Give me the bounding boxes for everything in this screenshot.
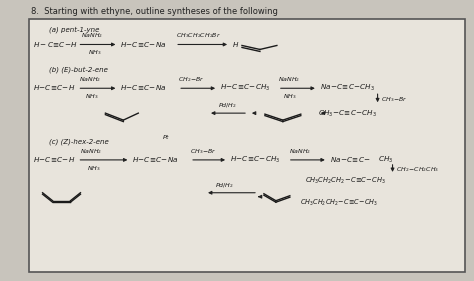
Text: $NH_3$: $NH_3$ [89,48,102,57]
Text: $Na\!-\!C\!\equiv\!C\!-$: $Na\!-\!C\!\equiv\!C\!-$ [330,155,370,164]
Text: $CH_3CH_2CH_2\!-\!C\!\equiv\!C\!-\!CH_3$: $CH_3CH_2CH_2\!-\!C\!\equiv\!C\!-\!CH_3$ [305,176,386,186]
Text: $CH_3\!-\!C\!\equiv\!C\!-\!CH_3$: $CH_3\!-\!C\!\equiv\!C\!-\!CH_3$ [318,109,377,119]
Text: $Pd/H_2$: $Pd/H_2$ [215,181,234,190]
Text: $CH_2\!-\!CH_2CH_3$: $CH_2\!-\!CH_2CH_3$ [395,165,438,174]
Text: $NaNH_2$: $NaNH_2$ [278,75,300,84]
Text: $NaNH_2$: $NaNH_2$ [81,147,103,156]
Text: $CH_3CH_2CH_2Br$: $CH_3CH_2CH_2Br$ [176,31,221,40]
Text: 8.  Starting with ethyne, outline syntheses of the following: 8. Starting with ethyne, outline synthes… [31,7,277,16]
Text: $Pd/H_2$: $Pd/H_2$ [218,101,237,110]
Text: $H\!-\!C\!\equiv\!C\!-\!CH_3$: $H\!-\!C\!\equiv\!C\!-\!CH_3$ [230,155,281,165]
Text: $H-C\!\equiv\!C\!-\!H$: $H-C\!\equiv\!C\!-\!H$ [33,40,77,49]
Text: $H\!-\!C\!\equiv\!C\!-\!Na$: $H\!-\!C\!\equiv\!C\!-\!Na$ [120,40,167,49]
Text: $NaNH_2$: $NaNH_2$ [289,147,311,156]
Text: $NH_3$: $NH_3$ [87,164,101,173]
Text: $CH_3\!-\!Br$: $CH_3\!-\!Br$ [190,147,217,156]
Text: $H$: $H$ [232,40,239,49]
Text: $Pt$: $Pt$ [162,133,171,141]
Text: $H\!-\!C\!\equiv\!C\!-\!Na$: $H\!-\!C\!\equiv\!C\!-\!Na$ [120,83,167,92]
FancyBboxPatch shape [28,19,465,272]
Text: $CH_3$: $CH_3$ [378,155,393,165]
Text: $NH_3$: $NH_3$ [283,92,297,101]
Text: $NaNH_2$: $NaNH_2$ [82,31,104,40]
Text: (c) (Z)-hex-2-ene: (c) (Z)-hex-2-ene [48,138,108,144]
Text: $CH_3CH_2CH_2\!-\!C\!\equiv\!C\!-\!CH_3$: $CH_3CH_2CH_2\!-\!C\!\equiv\!C\!-\!CH_3$ [300,198,378,208]
Text: $H\!-\!C\!\equiv\!C\!-\!H$: $H\!-\!C\!\equiv\!C\!-\!H$ [33,83,75,92]
Text: $CH_3\!-\!Br$: $CH_3\!-\!Br$ [381,95,407,104]
Text: $NaNH_2$: $NaNH_2$ [80,75,102,84]
Text: (a) pent-1-yne: (a) pent-1-yne [48,27,99,33]
Text: (b) (E)-but-2-ene: (b) (E)-but-2-ene [48,66,108,73]
Text: $CH_2\!-\!Br$: $CH_2\!-\!Br$ [178,75,205,84]
Text: $H\!-\!C\!\equiv\!C\!-\!CH_3$: $H\!-\!C\!\equiv\!C\!-\!CH_3$ [220,83,271,94]
Text: $NH_3$: $NH_3$ [85,92,99,101]
Text: $H\!-\!C\!\equiv\!C\!-\!Na$: $H\!-\!C\!\equiv\!C\!-\!Na$ [132,155,179,164]
Text: $H\!-\!C\!\equiv\!C\!-\!H$: $H\!-\!C\!\equiv\!C\!-\!H$ [33,155,75,164]
Text: $Na\!-\!C\!\equiv\!C\!-\!CH_3$: $Na\!-\!C\!\equiv\!C\!-\!CH_3$ [320,83,374,94]
